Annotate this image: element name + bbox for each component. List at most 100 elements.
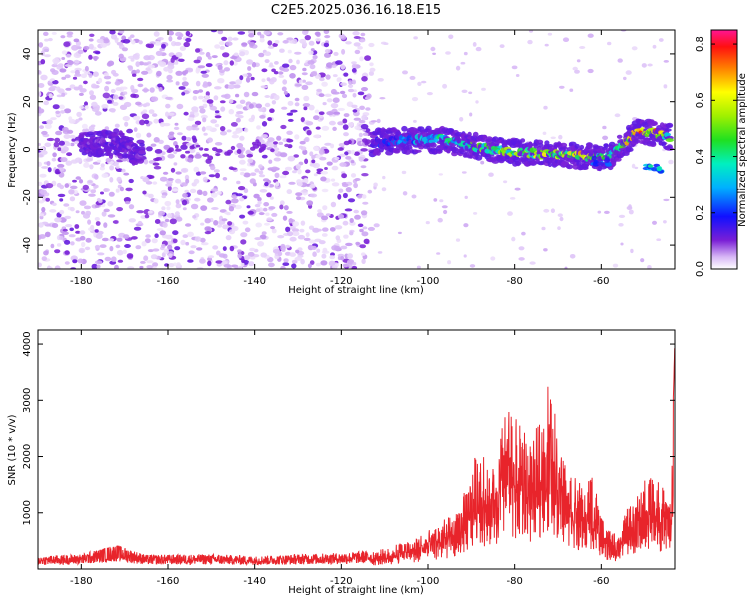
spectrogram-cell — [141, 113, 150, 120]
spectrogram-cell — [200, 114, 208, 119]
spectrogram-cell — [258, 164, 263, 169]
spectrogram-cell — [338, 188, 344, 193]
spectrogram-cell — [212, 245, 219, 250]
spectrogram-cell — [323, 42, 330, 48]
spectrogram-cell — [273, 94, 280, 101]
spectrogram-cell — [166, 213, 173, 219]
spectrogram-cell — [339, 90, 346, 95]
spectrogram-cell — [264, 102, 271, 108]
spectrogram-cell — [202, 153, 210, 157]
spectrogram-cell — [220, 130, 227, 136]
spectrogram-cell — [220, 106, 226, 112]
colorbar-tick-label-4: 0.8 — [695, 36, 706, 52]
spectrogram-cell — [576, 59, 581, 63]
spectrogram-cell — [289, 64, 297, 71]
spectrogram-cell — [557, 213, 563, 217]
spectrogram-cell — [351, 104, 358, 109]
spectrogram-cell — [340, 64, 346, 70]
spectrogram-cell — [52, 58, 60, 64]
spectrogram-cell — [246, 72, 252, 78]
spectrogram-cell — [60, 157, 68, 163]
spectrogram-cell — [579, 46, 586, 49]
spectrogram-cell — [560, 142, 568, 148]
spectrogram-cell — [369, 62, 374, 67]
spectrogram-cell — [665, 132, 671, 137]
spectrogram-cell — [74, 224, 80, 229]
spectrogram-cell — [416, 265, 421, 269]
spectrogram-cell — [159, 230, 166, 236]
spectrogram-cell — [247, 30, 256, 35]
spectrogram-cell — [45, 197, 50, 202]
spectrogram-cell — [299, 140, 306, 145]
spectrogram-cell — [196, 189, 203, 195]
spectrogram-cell — [302, 79, 306, 83]
spectrogram-cell — [264, 59, 270, 64]
spectrogram-cell — [91, 101, 98, 107]
spectrogram-cell — [95, 51, 101, 55]
spectrogram-cell — [156, 153, 163, 158]
spectrogram-cell — [332, 126, 337, 131]
spectrogram-cell — [254, 237, 262, 241]
spectrogram-cell — [101, 237, 109, 242]
spectrogram-cell — [235, 93, 240, 98]
snr-panel: -180 -160 -140 -120 -100 -80 -60 1000 2000 3000 4… — [7, 329, 676, 596]
spectrogram-cell — [572, 66, 578, 71]
spectrogram-cell — [650, 140, 657, 146]
spectrogram-cell — [99, 244, 107, 249]
spectrogram-cell — [306, 200, 314, 206]
spectrogram-cell — [261, 78, 266, 83]
spectrogram-cell — [80, 73, 87, 79]
spectrogram-cell — [175, 70, 183, 76]
spectrogram-cell — [48, 37, 53, 42]
spectrogram-cell — [169, 218, 177, 225]
spectrogram-cell — [137, 220, 143, 225]
spectrogram-cell — [111, 256, 117, 263]
spectrogram-cell — [217, 78, 225, 84]
spectrogram-cell — [139, 119, 146, 126]
spectrogram-cell — [145, 234, 151, 238]
spectrogram-cell — [342, 220, 349, 226]
spectrogram-cell — [311, 245, 317, 250]
spectrogram-cell — [518, 257, 525, 261]
spectrogram-cell — [591, 155, 597, 161]
spectrogram-cell — [175, 199, 180, 205]
spectrogram-cell — [383, 42, 389, 45]
spectrogram-cell — [236, 111, 244, 115]
spectrogram-cell — [439, 199, 444, 203]
spectrogram-cell — [49, 209, 57, 213]
spectrogram-cell — [221, 36, 228, 41]
spectrogram-cell — [547, 162, 553, 168]
spectrogram-cell — [175, 148, 182, 152]
spectrogram-cell — [149, 175, 155, 179]
spectrogram-cell — [345, 41, 352, 45]
spectrogram-cell — [154, 233, 159, 238]
spectrogram-cell — [184, 174, 190, 181]
spectrogram-cell — [413, 36, 418, 40]
spectrogram-cell — [180, 154, 186, 159]
spectrogram-cell — [218, 253, 226, 258]
spectrogram-cell — [459, 117, 464, 122]
spectrogram-cell — [344, 151, 349, 156]
spectrogram-cell — [289, 73, 296, 79]
spectrogram-cell — [60, 110, 66, 114]
spectrogram-cell — [663, 198, 670, 202]
spectrogram-cell — [182, 234, 189, 239]
spectrogram-cell — [202, 190, 208, 197]
spectrogram-cell — [201, 73, 209, 78]
spectrogram-cell — [183, 111, 189, 116]
spectrogram-cell — [337, 214, 345, 219]
snr-x-tick-label-6: -60 — [593, 576, 609, 587]
spectrogram-cell — [315, 262, 321, 267]
spectrogram-cell — [210, 119, 218, 124]
spectrogram-cell — [447, 260, 452, 265]
spectrogram-cell — [269, 108, 275, 113]
spectrogram-cell — [235, 104, 243, 109]
spectrogram-cell — [144, 119, 150, 125]
spectrogram-cell — [339, 153, 346, 158]
spectrogram-cell — [308, 50, 314, 55]
spectrogram-cell — [303, 106, 308, 111]
spectrogram-cell — [190, 203, 199, 210]
spectrogram-cell — [473, 212, 478, 215]
spectrogram-cell — [63, 41, 71, 47]
spectrogram-cell — [38, 222, 44, 228]
